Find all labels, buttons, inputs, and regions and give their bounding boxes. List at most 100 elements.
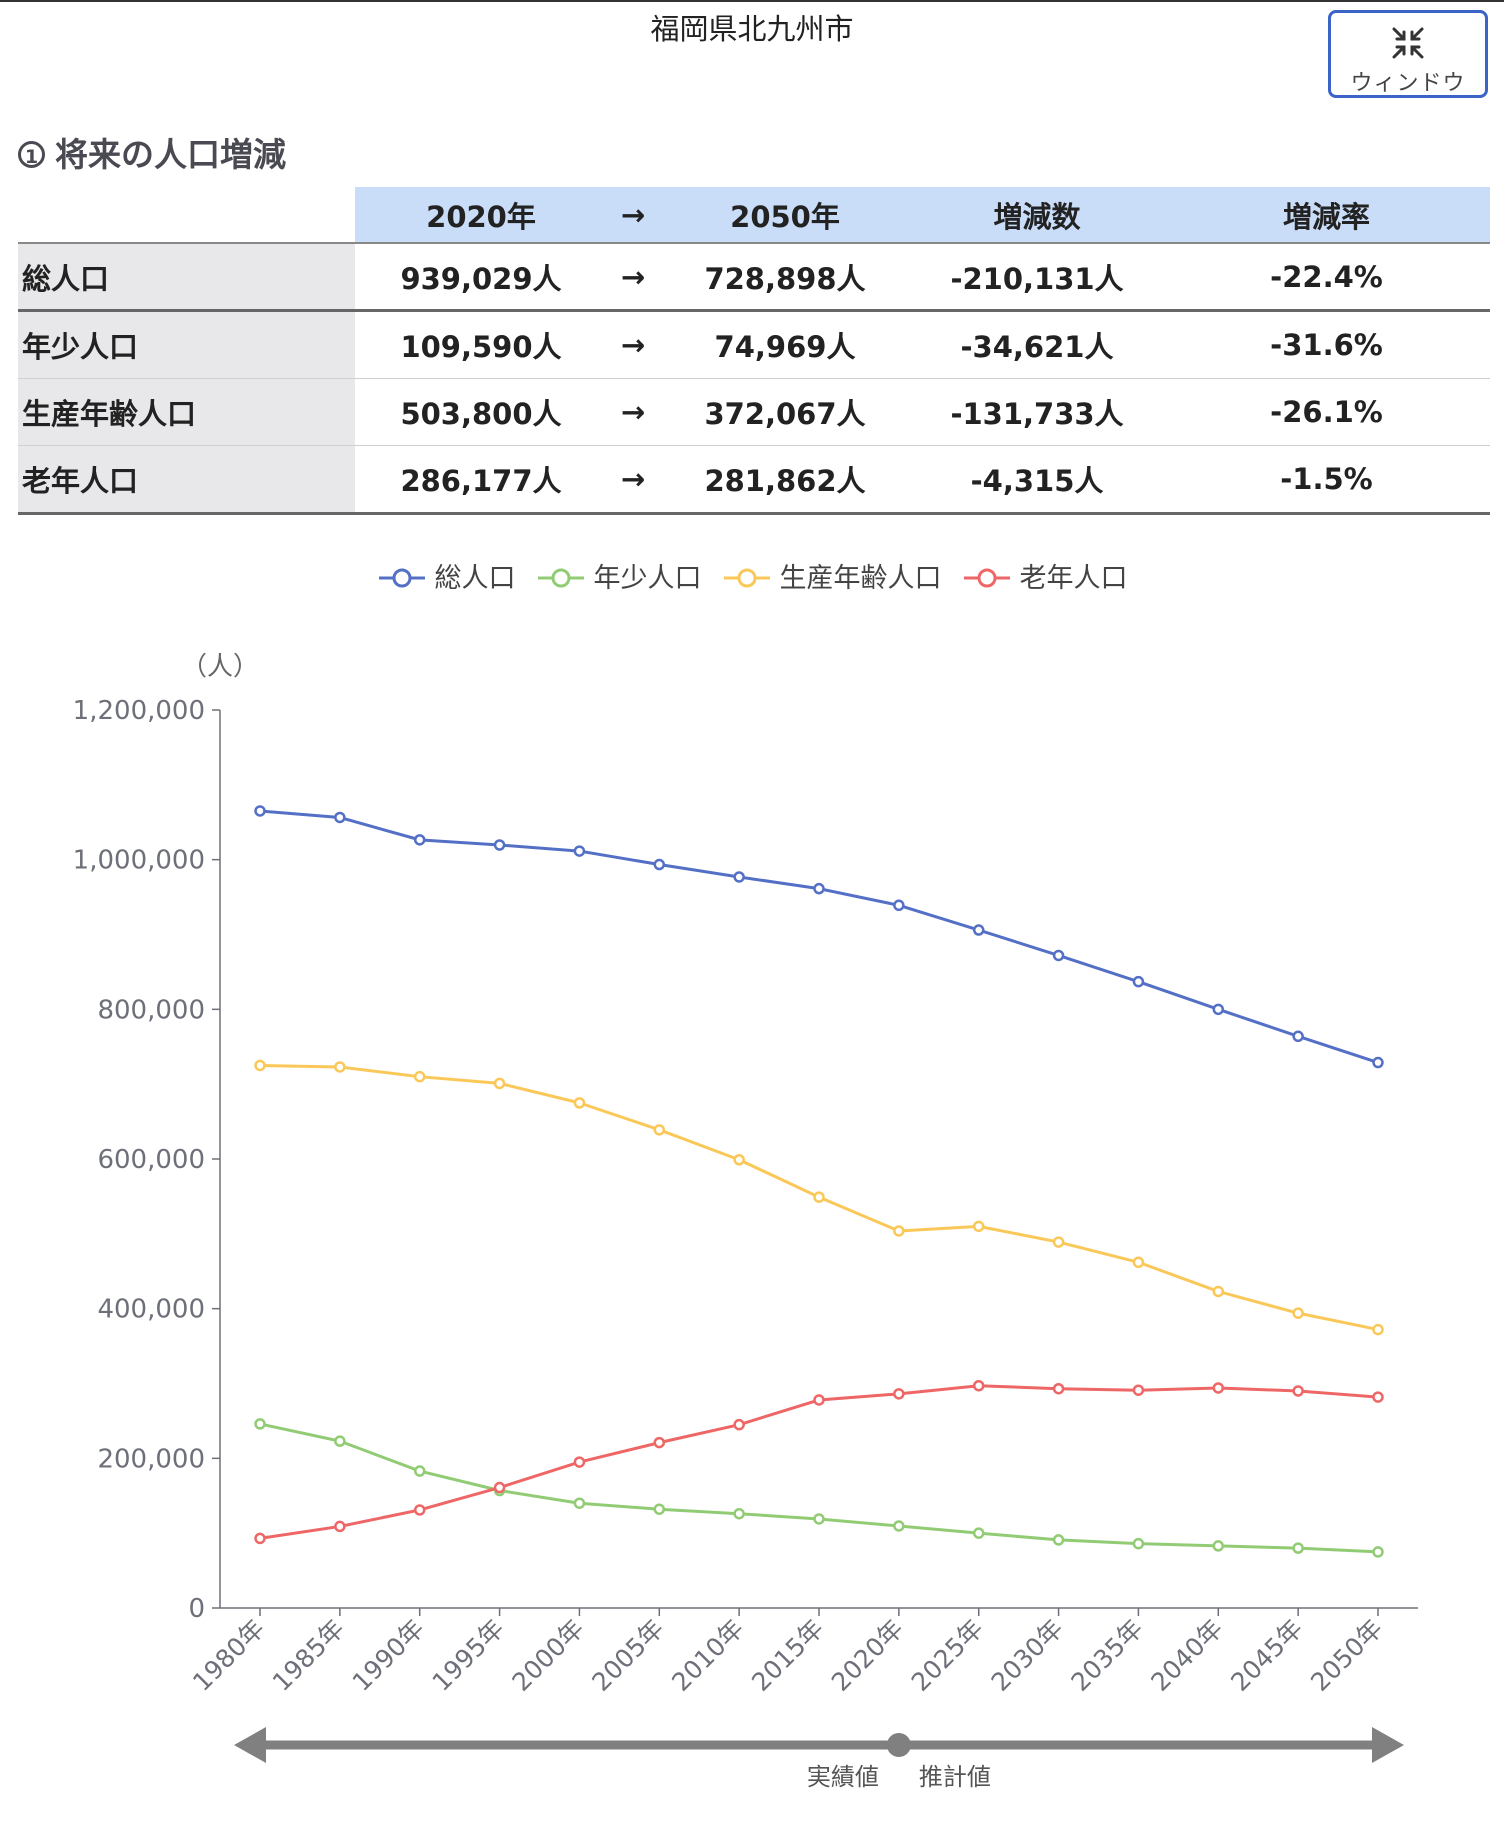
x-tick-label: 2045年: [1225, 1614, 1308, 1697]
cell-diff: -131,733人: [911, 378, 1163, 446]
y-tick-label: 800,000: [97, 995, 205, 1025]
legend-label: 総人口: [434, 563, 516, 594]
series-0-point: [972, 924, 985, 936]
y-tick-label: 200,000: [97, 1444, 205, 1474]
series-3-point: [1292, 1385, 1304, 1397]
series-0-point: [573, 845, 586, 857]
page-title: 福岡県北九州市: [650, 12, 854, 46]
series-3-point: [493, 1481, 506, 1494]
legend-line-marker-icon: [537, 568, 584, 588]
cell-arrow: →: [607, 310, 659, 379]
series-2-point: [254, 1059, 266, 1072]
x-tick-label: 2015年: [746, 1614, 829, 1697]
series-0-line: [259, 809, 1379, 1064]
series-0-point: [254, 805, 266, 817]
series-1-point: [1292, 1542, 1304, 1554]
series-3-point: [733, 1418, 745, 1431]
series-0-point: [1212, 1003, 1225, 1016]
series-0-point: [1292, 1030, 1304, 1043]
population-line-chart: （人） 0 200,000 400,000 600,000 800,000 1,000,00…: [73, 652, 1418, 1791]
legend-line-marker-icon: [723, 568, 770, 588]
top-border: [0, 0, 1504, 2]
cell-2020: 109,590人: [355, 310, 607, 379]
header-diff: 増減数: [911, 187, 1163, 243]
series-3-point: [653, 1436, 666, 1449]
series-2-point: [1132, 1256, 1145, 1269]
series-2-point: [1052, 1236, 1065, 1248]
legend-item-2[interactable]: 生産年齢人口: [722, 556, 942, 595]
window-button-label: ウィンドウ: [1350, 71, 1466, 96]
series-0-point: [413, 834, 426, 846]
series-3-point: [1052, 1382, 1065, 1395]
legend-line-marker-icon: [378, 568, 425, 588]
cell-diff: -34,621人: [911, 310, 1163, 379]
legend-item-3[interactable]: 老年人口: [962, 556, 1128, 595]
actual-values-label: 実績値: [807, 1763, 879, 1791]
y-tick-label: 1,200,000: [73, 696, 205, 726]
series-2-point: [893, 1225, 905, 1237]
series-1-point: [1052, 1534, 1065, 1546]
series-0-point: [893, 899, 905, 912]
collapse-arrows-icon: [1392, 27, 1424, 59]
cell-diff: -210,131人: [911, 242, 1163, 312]
x-tick-label: 1990年: [347, 1614, 430, 1697]
cell-arrow: →: [607, 242, 659, 312]
x-tick-label: 2000年: [506, 1614, 589, 1697]
series-3-point: [573, 1456, 586, 1468]
series-1-point: [413, 1465, 426, 1477]
section-number-badge: 1: [18, 141, 45, 168]
series-2-point: [413, 1070, 426, 1083]
y-axis-label: （人）: [181, 652, 259, 682]
series-2-point: [1292, 1307, 1304, 1319]
series-1-point: [1132, 1537, 1145, 1550]
series-3-point: [1132, 1384, 1145, 1396]
chart-legend: 総人口 年少人口 生産年齢人口 老年人口: [0, 556, 1504, 595]
series-0-point: [813, 882, 825, 895]
table-header-row: 2020年 → 2050年 増減数 増減率: [18, 187, 1490, 243]
series-1-line: [259, 1422, 1379, 1554]
x-tick-label: 2030年: [986, 1614, 1069, 1697]
period-bar-right-arrow-icon: [1372, 1727, 1404, 1763]
cell-rate: -31.6%: [1163, 310, 1490, 379]
series-3-point: [334, 1520, 346, 1533]
legend-item-1[interactable]: 年少人口: [536, 556, 702, 595]
series-1-point: [813, 1513, 825, 1525]
series-1-point: [254, 1418, 266, 1430]
series-1-point: [1212, 1540, 1225, 1552]
row-label: 老年人口: [18, 445, 355, 515]
header-2050: 2050年: [659, 187, 911, 243]
table-row: 年少人口 109,590人 → 74,969人 -34,621人 -31.6%: [18, 310, 1490, 379]
series-0-point: [653, 858, 666, 871]
series-1-point: [733, 1507, 745, 1520]
series-0-point: [493, 839, 506, 851]
window-button[interactable]: ウィンドウ: [1328, 10, 1488, 98]
table-row: 生産年齢人口 503,800人 → 372,067人 -131,733人 -26…: [18, 378, 1490, 446]
cell-rate: -1.5%: [1163, 445, 1490, 515]
series-3-point: [254, 1532, 266, 1545]
x-tick-label: 1995年: [427, 1614, 510, 1697]
series-3-point: [1212, 1382, 1225, 1394]
cell-2050: 728,898人: [659, 242, 911, 312]
header-2020: 2020年: [355, 187, 607, 243]
series-2-point: [972, 1220, 985, 1233]
x-tick-label: 2025年: [906, 1614, 989, 1697]
series-3-point: [813, 1394, 825, 1406]
x-tick-label: 2035年: [1065, 1614, 1148, 1697]
y-tick-label: 0: [188, 1594, 205, 1624]
section-title: 1 将来の人口増減: [18, 128, 286, 176]
series-2-point: [653, 1124, 666, 1136]
series-2-point: [1212, 1285, 1225, 1298]
cell-2020: 503,800人: [355, 378, 607, 446]
section-title-text: 将来の人口増減: [55, 135, 286, 174]
header-rate: 増減率: [1163, 187, 1490, 243]
row-label: 生産年齢人口: [18, 378, 355, 446]
x-tick-label: 2050年: [1305, 1614, 1388, 1697]
row-label: 総人口: [18, 242, 355, 312]
series-3-point: [1372, 1391, 1384, 1403]
legend-label: 老年人口: [1019, 563, 1128, 594]
legend-item-0[interactable]: 総人口: [377, 556, 516, 595]
series-2-point: [493, 1077, 506, 1090]
series-0-point: [1132, 975, 1145, 988]
series-1-point: [653, 1503, 666, 1515]
cell-arrow: →: [607, 445, 659, 515]
